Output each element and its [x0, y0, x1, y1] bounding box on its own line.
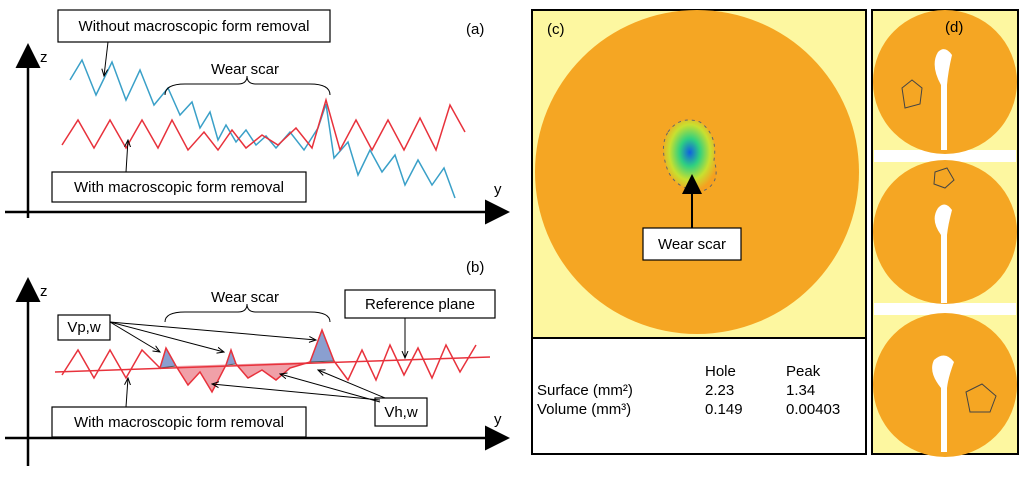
table-cell: Surface (mm²) — [537, 382, 633, 399]
arrow — [212, 384, 381, 401]
note: Wear scar — [211, 61, 279, 78]
y-label: y — [494, 181, 502, 198]
table-header: Peak — [786, 363, 821, 380]
note: Reference plane — [365, 296, 475, 313]
table-cell: 2.23 — [705, 382, 734, 399]
panel-a: z y (a) Without macroscopic form removal… — [5, 9, 510, 225]
brace — [164, 303, 331, 323]
panel-c: (c) Wear scar Hole Peak Surface (mm²) 2.… — [531, 9, 867, 455]
panel-b: z y (b) Wear scar Reference plane Vp,w W… — [5, 259, 510, 466]
note: Without macroscopic form removal — [79, 18, 310, 35]
y-label: y — [494, 411, 502, 428]
peak — [309, 328, 335, 363]
note: Wear scar — [658, 236, 726, 253]
gap — [874, 150, 1016, 162]
z-label: z — [40, 49, 48, 66]
table-cell: 1.34 — [786, 382, 815, 399]
brace — [164, 75, 331, 96]
arrow — [109, 321, 160, 352]
note: Wear scar — [211, 289, 279, 306]
table-cell: 0.149 — [705, 401, 743, 418]
note: With macroscopic form removal — [74, 414, 284, 431]
outline — [965, 383, 997, 413]
profile-corrected — [61, 97, 466, 153]
note-box — [57, 314, 111, 341]
arrow — [126, 140, 128, 173]
note-box — [642, 227, 742, 261]
note-box — [51, 171, 307, 203]
panel-d: (d) — [871, 9, 1019, 457]
stalk — [932, 355, 954, 452]
note: Vh,w — [384, 404, 418, 421]
note-box — [344, 289, 496, 319]
z-label: z — [40, 283, 48, 300]
outline — [933, 167, 955, 189]
table-cell: Volume (mm³) — [537, 401, 631, 418]
gap — [874, 303, 1016, 315]
panel-label: (c) — [547, 21, 565, 38]
arrow — [104, 41, 109, 76]
panel-label: (b) — [466, 259, 484, 276]
table-cell: 0.00403 — [786, 401, 840, 418]
arrow — [280, 374, 381, 403]
note-box — [51, 406, 307, 438]
hole — [176, 362, 310, 392]
arrow — [109, 321, 224, 352]
note: With macroscopic form removal — [74, 179, 284, 196]
profile — [61, 327, 477, 394]
arrow — [318, 370, 386, 399]
note-box — [374, 397, 428, 427]
panel-label: (d) — [945, 19, 963, 36]
arrow — [126, 378, 128, 408]
stalk — [934, 204, 952, 303]
stalk — [934, 49, 952, 150]
arrow — [109, 321, 316, 340]
note-box — [57, 9, 331, 43]
panel-label: (a) — [466, 21, 484, 38]
scar — [662, 119, 717, 193]
outline — [901, 79, 923, 109]
note: Vp,w — [67, 319, 101, 336]
table-header: Hole — [705, 363, 736, 380]
reference-plane — [54, 356, 491, 373]
profile-raw — [69, 58, 456, 199]
